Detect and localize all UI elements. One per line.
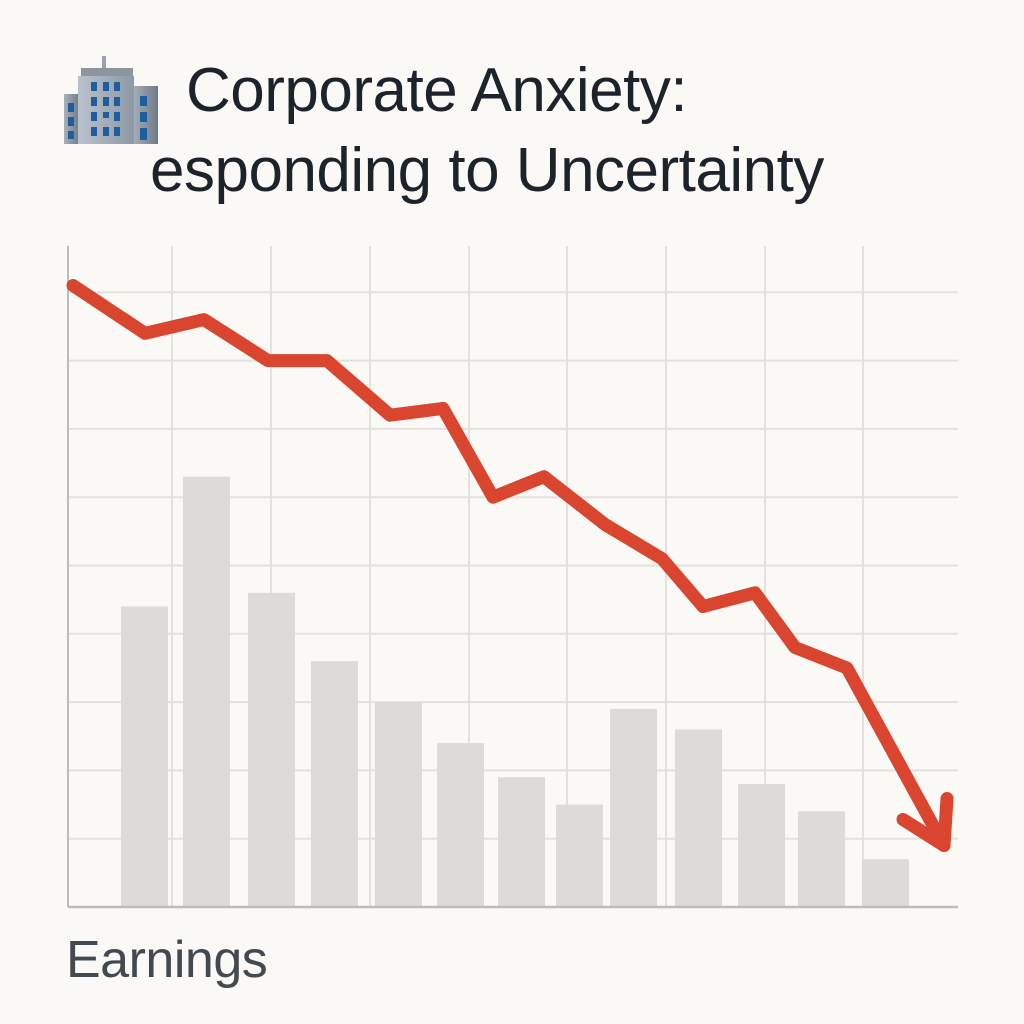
trend-line — [66, 279, 951, 852]
x-axis-label: Earnings — [66, 931, 268, 989]
bar — [610, 708, 657, 907]
bar — [437, 743, 484, 907]
bar — [738, 784, 785, 907]
bar — [311, 661, 358, 907]
bar — [183, 476, 230, 907]
bar-series — [121, 476, 909, 907]
office-building-icon — [64, 56, 158, 144]
bar — [556, 804, 603, 907]
chart-title-line-1: Corporate Anxiety: — [186, 56, 688, 125]
bar — [248, 592, 295, 907]
trend-line-series — [66, 279, 954, 853]
bar — [675, 729, 722, 907]
chart-axes — [67, 246, 958, 909]
arrowhead-icon — [896, 792, 954, 853]
bar — [121, 606, 168, 907]
chart-title-line-2: esponding to Uncertainty — [150, 136, 824, 205]
bar — [498, 777, 545, 907]
bar — [798, 811, 845, 907]
bar — [375, 702, 422, 907]
bar — [862, 859, 909, 907]
